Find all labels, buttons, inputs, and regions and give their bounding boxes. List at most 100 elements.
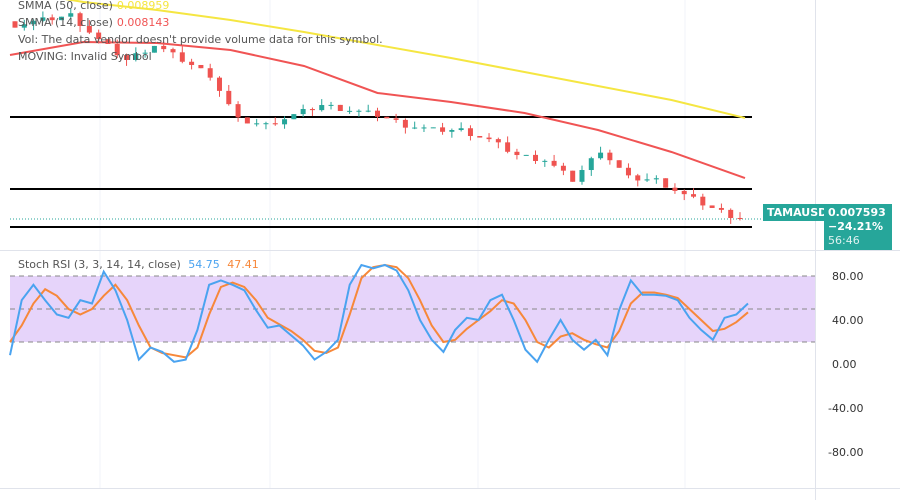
candle-body	[440, 127, 446, 132]
candle-body	[86, 26, 92, 33]
candle-body	[653, 178, 659, 180]
smma50-line	[65, 0, 746, 119]
candle-body	[179, 52, 185, 62]
candle-body	[709, 205, 715, 208]
candle-body	[12, 21, 18, 28]
candle-body	[40, 17, 46, 21]
candle-body	[272, 123, 278, 125]
candle-body	[486, 137, 492, 140]
candle-body	[495, 139, 501, 143]
candle-body	[430, 127, 436, 129]
candle-body	[356, 110, 362, 112]
candle-body	[254, 123, 260, 125]
candle-body	[244, 117, 250, 124]
candle-body	[21, 24, 27, 28]
candle-body	[142, 52, 148, 54]
candle-body	[300, 109, 306, 115]
smma50-legend: SMMA (50, close) 0.008959	[18, 0, 170, 12]
candle-body	[216, 77, 222, 91]
candle-body	[672, 187, 678, 191]
candle-body	[170, 49, 176, 53]
candle-body	[477, 136, 483, 138]
stoch-k-line	[9, 263, 749, 364]
candle-body	[347, 110, 353, 112]
stoch-rsi-pane[interactable]	[0, 251, 815, 488]
candle-body	[133, 53, 139, 60]
moving-legend: MOVING: Invalid Symbol	[18, 50, 152, 63]
stoch-legend: Stoch RSI (3, 3, 14, 14, close) 54.75 47…	[18, 258, 259, 271]
candle-body	[542, 160, 548, 162]
stoch-tick: -40.00	[828, 402, 864, 415]
candle-body	[114, 44, 120, 56]
stoch-tick: 40.00	[832, 314, 864, 327]
candle-body	[124, 55, 130, 60]
candle-body	[412, 127, 418, 129]
candle-body	[198, 64, 204, 69]
candle-body	[681, 190, 687, 195]
stoch-tick: 0.00	[832, 358, 857, 371]
candle-body	[226, 90, 232, 105]
candle-body	[235, 104, 241, 118]
price-axis-border	[815, 0, 816, 500]
pane-divider[interactable]	[0, 250, 900, 251]
candle-body	[598, 152, 604, 159]
candle-body	[579, 170, 585, 182]
candle-body	[49, 17, 55, 21]
candle-body	[189, 61, 195, 65]
candle-body	[161, 45, 167, 50]
price-chart[interactable]	[0, 0, 815, 250]
candle-body	[384, 116, 390, 119]
candle-body	[68, 13, 74, 17]
candle-body	[663, 178, 669, 188]
candle-body	[505, 142, 511, 152]
candle-body	[309, 109, 315, 111]
candle-body	[291, 114, 297, 120]
candle-body	[607, 152, 613, 161]
candle-body	[31, 20, 37, 25]
candle-body	[58, 16, 64, 21]
candle-body	[588, 158, 594, 171]
candle-body	[728, 209, 734, 218]
candle-body	[337, 104, 343, 111]
candle-body	[570, 170, 576, 182]
candle-body	[207, 68, 213, 78]
candle-body	[319, 105, 325, 111]
candle-body	[77, 13, 83, 27]
candle-body	[375, 110, 380, 117]
candle-body	[365, 110, 371, 112]
candle-body	[616, 160, 622, 168]
candle-body	[449, 130, 455, 132]
candle-body	[328, 104, 334, 106]
candle-body	[700, 196, 706, 206]
change-percent: −24.21%	[828, 220, 884, 233]
time-axis-border	[0, 488, 900, 489]
candle-body	[737, 217, 743, 219]
stoch-tick: 80.00	[832, 270, 864, 283]
candle-body	[393, 118, 399, 120]
bar-countdown: 56:46	[828, 234, 860, 247]
candle-body	[514, 151, 520, 156]
candle-body	[523, 154, 529, 156]
symbol-label: TAMAUSD	[763, 204, 832, 221]
candle-body	[421, 127, 427, 129]
candle-body	[644, 179, 650, 181]
candle-body	[458, 128, 464, 131]
candle-body	[533, 154, 539, 161]
candle-body	[467, 128, 473, 137]
stoch-tick: -80.00	[828, 446, 864, 459]
candle-body	[96, 32, 102, 40]
smma14-line	[9, 41, 746, 179]
candle-body	[718, 207, 724, 210]
candle-body	[282, 119, 288, 125]
volume-legend: Vol: The data vendor doesn't provide vol…	[18, 33, 383, 46]
last-price: 0.007593	[828, 206, 886, 219]
candle-body	[263, 123, 269, 125]
smma14-legend: SMMA (14, close) 0.008143	[18, 16, 170, 29]
last-price-tag: 0.007593 −24.21% 56:46	[824, 204, 892, 250]
candle-body	[551, 160, 557, 166]
candle-body	[625, 167, 631, 176]
candle-body	[151, 45, 157, 53]
main-legend: SMMA (50, close) 0.008959 SMMA (14, close…	[18, 0, 383, 65]
candle-body	[691, 194, 697, 197]
candle-body	[635, 175, 641, 181]
